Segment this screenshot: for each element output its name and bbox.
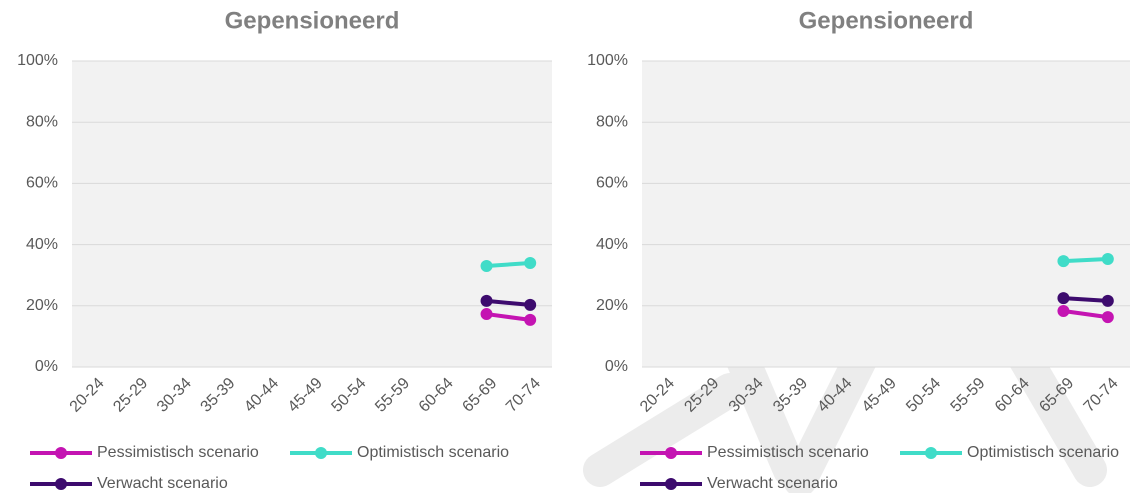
data-point [524, 298, 537, 311]
legend-marker [665, 447, 677, 459]
data-point [524, 256, 537, 269]
data-point [1057, 255, 1070, 268]
y-tick-label: 60% [26, 175, 58, 192]
plot-area [642, 61, 1130, 367]
x-tick-label: 35-39 [198, 375, 239, 416]
data-point [1057, 305, 1070, 318]
legend-label: Optimistisch scenario [967, 444, 1119, 461]
chart-title: Gepensioneerd [799, 7, 974, 34]
x-tick-label: 25-29 [110, 375, 151, 416]
series-line [1063, 256, 1108, 264]
chart: Gepensioneerd 0% 20% 40% 60% 80% 100% 20-24 25-2… [17, 7, 552, 492]
x-tick-label: 70-74 [503, 375, 544, 416]
legend-label: Verwacht scenario [707, 475, 838, 492]
x-tick-label: 50-54 [328, 375, 369, 416]
y-tick-label: 40% [596, 236, 628, 253]
y-tick-label: 80% [26, 113, 58, 130]
x-tick-label: 50-54 [903, 375, 944, 416]
series-line [1063, 309, 1109, 320]
data-point [1101, 294, 1114, 307]
legend-marker [315, 447, 327, 459]
y-tick-label: 100% [587, 52, 628, 69]
series-line [486, 312, 531, 322]
legend-marker [665, 478, 677, 490]
legend-marker [55, 447, 67, 459]
data-point [1057, 292, 1070, 305]
legend-label: Pessimistisch scenario [707, 444, 869, 461]
y-tick-label: 20% [596, 297, 628, 314]
x-tick-label: 30-34 [154, 375, 195, 416]
data-point [480, 294, 493, 307]
series-line [1063, 296, 1108, 303]
series-line [486, 260, 531, 269]
x-tick-label: 55-59 [372, 375, 413, 416]
legend-label: Optimistisch scenario [357, 444, 509, 461]
x-tick-label: 45-49 [285, 375, 326, 416]
legend-marker [55, 478, 67, 490]
legend-label: Verwacht scenario [97, 475, 228, 492]
data-point [1101, 252, 1114, 265]
legend-label: Pessimistisch scenario [97, 444, 259, 461]
y-tick-label: 60% [596, 175, 628, 192]
x-tick-label: 70-74 [1081, 375, 1122, 416]
plot-area [72, 61, 552, 367]
x-tick-label: 40-44 [241, 375, 282, 416]
series-line [486, 298, 531, 307]
y-tick-label: 40% [26, 236, 58, 253]
legend-marker [925, 447, 937, 459]
chart-title: Gepensioneerd [225, 7, 400, 34]
x-tick-label: 65-69 [459, 375, 500, 416]
x-tick-label: 60-64 [416, 375, 457, 416]
data-point [524, 313, 537, 326]
y-tick-label: 20% [26, 297, 58, 314]
y-tick-label: 100% [17, 52, 58, 69]
x-tick-label: 55-59 [948, 375, 989, 416]
data-point [1101, 311, 1114, 324]
x-tick-label: 20-24 [67, 375, 108, 416]
y-tick-label: 0% [35, 358, 58, 375]
y-tick-label: 80% [596, 113, 628, 130]
data-point [480, 308, 493, 321]
y-tick-label: 0% [605, 358, 628, 375]
data-point [480, 260, 493, 273]
